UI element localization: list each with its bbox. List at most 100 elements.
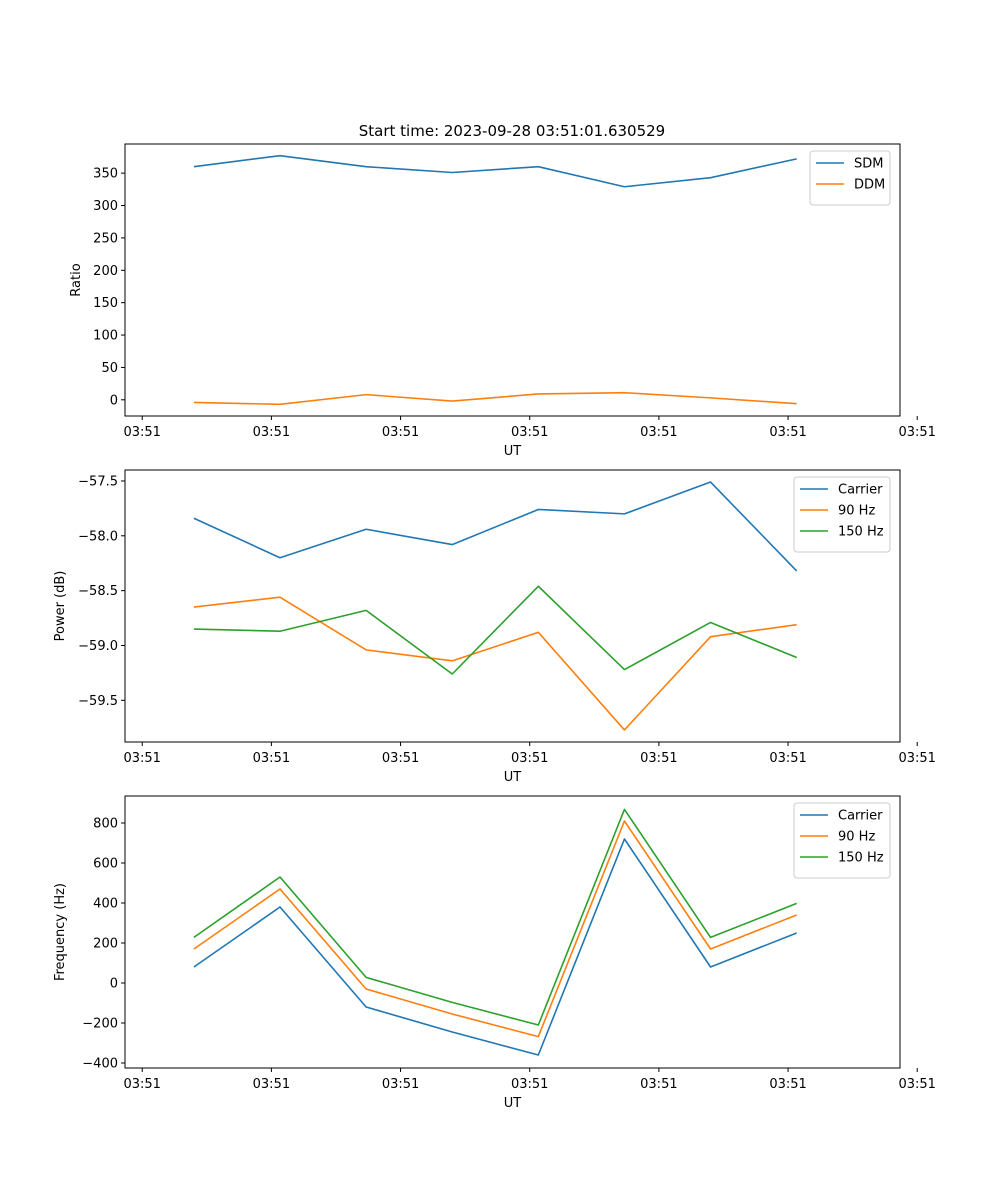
- data-point: [796, 914, 798, 916]
- data-point: [796, 624, 798, 626]
- data-point: [451, 544, 453, 546]
- data-point: [279, 888, 281, 890]
- legend-label: 90 Hz: [838, 830, 875, 845]
- x-tick-label: 03:51: [898, 751, 935, 766]
- data-point: [624, 729, 626, 731]
- y-tick-label: 0: [110, 977, 118, 992]
- data-point: [624, 809, 626, 811]
- y-tick-label: 0: [110, 393, 118, 408]
- power-panel: 03:51 03:51 03:51 03:51 03:51 03:51 03:51 −59.5…: [53, 469, 936, 785]
- data-point: [624, 820, 626, 822]
- x-tick-label: 03:51: [511, 425, 548, 440]
- data-point: [193, 606, 195, 608]
- legend-label: Carrier: [838, 483, 883, 498]
- y-tick-label: −58.0: [78, 529, 118, 544]
- legend: SDM DDM: [809, 150, 891, 206]
- data-point: [624, 669, 626, 671]
- data-point: [365, 1006, 367, 1008]
- y-axis-label: Ratio: [69, 263, 84, 296]
- data-point: [365, 528, 367, 530]
- data-point: [451, 673, 453, 675]
- y-tick-label: 250: [93, 231, 118, 246]
- legend-label: SDM: [854, 157, 883, 172]
- x-axis-label: UT: [504, 1096, 522, 1111]
- data-point: [538, 1054, 540, 1056]
- axes-frame: [124, 795, 901, 1069]
- data-point: [624, 392, 626, 394]
- x-tick-label: 03:51: [382, 1077, 419, 1092]
- x-tick-label: 03:51: [253, 1077, 290, 1092]
- series-line-carrier: [193, 481, 798, 572]
- x-tick-label: 03:51: [898, 425, 935, 440]
- x-tick-label: 03:51: [769, 1077, 806, 1092]
- data-point: [451, 172, 453, 174]
- data-point: [624, 513, 626, 515]
- x-tick-label: 03:51: [382, 751, 419, 766]
- data-point: [279, 876, 281, 878]
- y-tick-label: −400: [82, 1057, 118, 1072]
- data-point: [710, 622, 712, 624]
- data-point: [538, 632, 540, 634]
- y-tick-label: −200: [82, 1017, 118, 1032]
- x-tick-label: 03:51: [640, 751, 677, 766]
- y-axis-label: Frequency (Hz): [53, 883, 68, 981]
- data-point: [451, 660, 453, 662]
- data-point: [796, 657, 798, 659]
- x-tick-label: 03:51: [898, 1077, 935, 1092]
- data-point: [451, 1013, 453, 1015]
- data-point: [365, 988, 367, 990]
- frequency-panel: 03:51 03:51 03:51 03:51 03:51 03:51 03:51 −400 −…: [53, 795, 936, 1111]
- data-point: [538, 1024, 540, 1026]
- y-tick-label: 50: [101, 361, 118, 376]
- data-point: [279, 906, 281, 908]
- x-tick-label: 03:51: [511, 751, 548, 766]
- legend: Carrier 90 Hz 150 Hz: [793, 476, 891, 553]
- data-point: [279, 155, 281, 157]
- y-tick-label: −58.5: [78, 584, 118, 599]
- legend-label: DDM: [854, 178, 885, 193]
- series-line-sdm: [193, 154, 797, 188]
- data-point: [538, 585, 540, 587]
- data-point: [710, 177, 712, 179]
- data-point: [538, 393, 540, 395]
- y-tick-label: −57.5: [78, 474, 118, 489]
- x-tick-label: 03:51: [253, 751, 290, 766]
- data-point: [538, 166, 540, 168]
- x-axis-label: UT: [504, 444, 522, 459]
- x-tick-label: 03:51: [382, 425, 419, 440]
- y-tick-label: −59.5: [78, 694, 118, 709]
- data-point: [796, 158, 798, 160]
- data-point: [451, 400, 453, 402]
- legend-label: 90 Hz: [838, 504, 875, 519]
- data-point: [624, 838, 626, 840]
- y-tick-label: −59.0: [78, 639, 118, 654]
- data-point: [796, 403, 798, 405]
- legend-box: [793, 476, 891, 553]
- data-point: [538, 1036, 540, 1038]
- legend-label: 150 Hz: [838, 525, 884, 540]
- series-line-150-hz: [193, 808, 797, 1026]
- y-tick-label: 200: [93, 264, 118, 279]
- series-line-90-hz: [193, 820, 797, 1038]
- data-point: [279, 404, 281, 406]
- legend-label: 150 Hz: [838, 851, 884, 866]
- data-point: [710, 481, 712, 483]
- series-line-90-hz: [193, 596, 797, 731]
- data-point: [279, 596, 281, 598]
- data-point: [451, 1002, 453, 1004]
- data-point: [193, 402, 195, 404]
- y-tick-label: 100: [93, 329, 118, 344]
- data-point: [365, 610, 367, 612]
- x-tick-label: 03:51: [253, 425, 290, 440]
- data-point: [193, 517, 195, 519]
- x-tick-label: 03:51: [640, 425, 677, 440]
- axes-frame: [124, 143, 901, 417]
- y-tick-label: 600: [93, 857, 118, 872]
- axes-frame: [124, 469, 901, 743]
- y-axis-label: Power (dB): [53, 571, 68, 642]
- x-axis-label: UT: [504, 770, 522, 785]
- data-point: [710, 937, 712, 939]
- series-line-150-hz: [193, 585, 797, 675]
- data-point: [796, 932, 798, 934]
